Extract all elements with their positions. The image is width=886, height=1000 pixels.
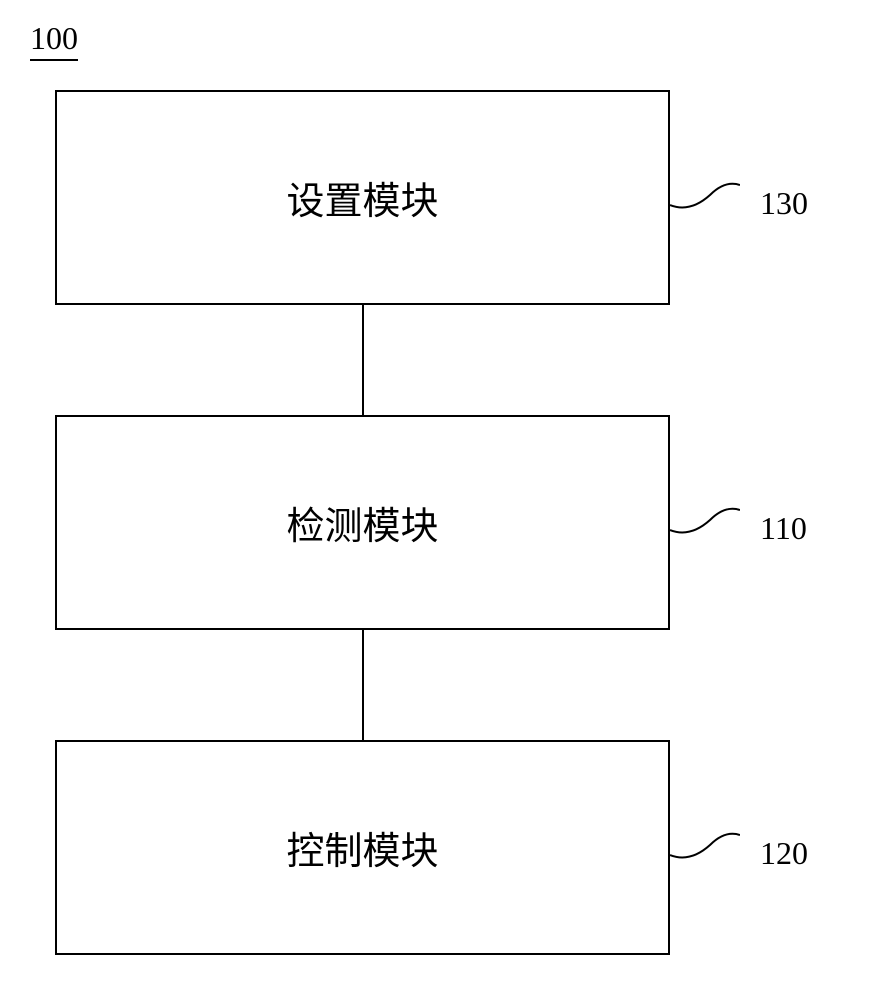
ref-curve-130 [670, 175, 740, 215]
ref-curve-120 [670, 825, 740, 865]
ref-label-120: 120 [760, 835, 808, 872]
block-detect-module: 检测模块 [55, 415, 670, 630]
block-settings-text: 设置模块 [286, 170, 438, 225]
block-detect-text: 检测模块 [286, 495, 438, 550]
connector-1 [362, 305, 364, 415]
block-control-text: 控制模块 [286, 820, 438, 875]
figure-number: 100 [30, 20, 78, 61]
ref-label-110: 110 [760, 510, 807, 547]
block-settings-module: 设置模块 [55, 90, 670, 305]
connector-2 [362, 630, 364, 740]
ref-label-130: 130 [760, 185, 808, 222]
block-control-module: 控制模块 [55, 740, 670, 955]
ref-curve-110 [670, 500, 740, 540]
